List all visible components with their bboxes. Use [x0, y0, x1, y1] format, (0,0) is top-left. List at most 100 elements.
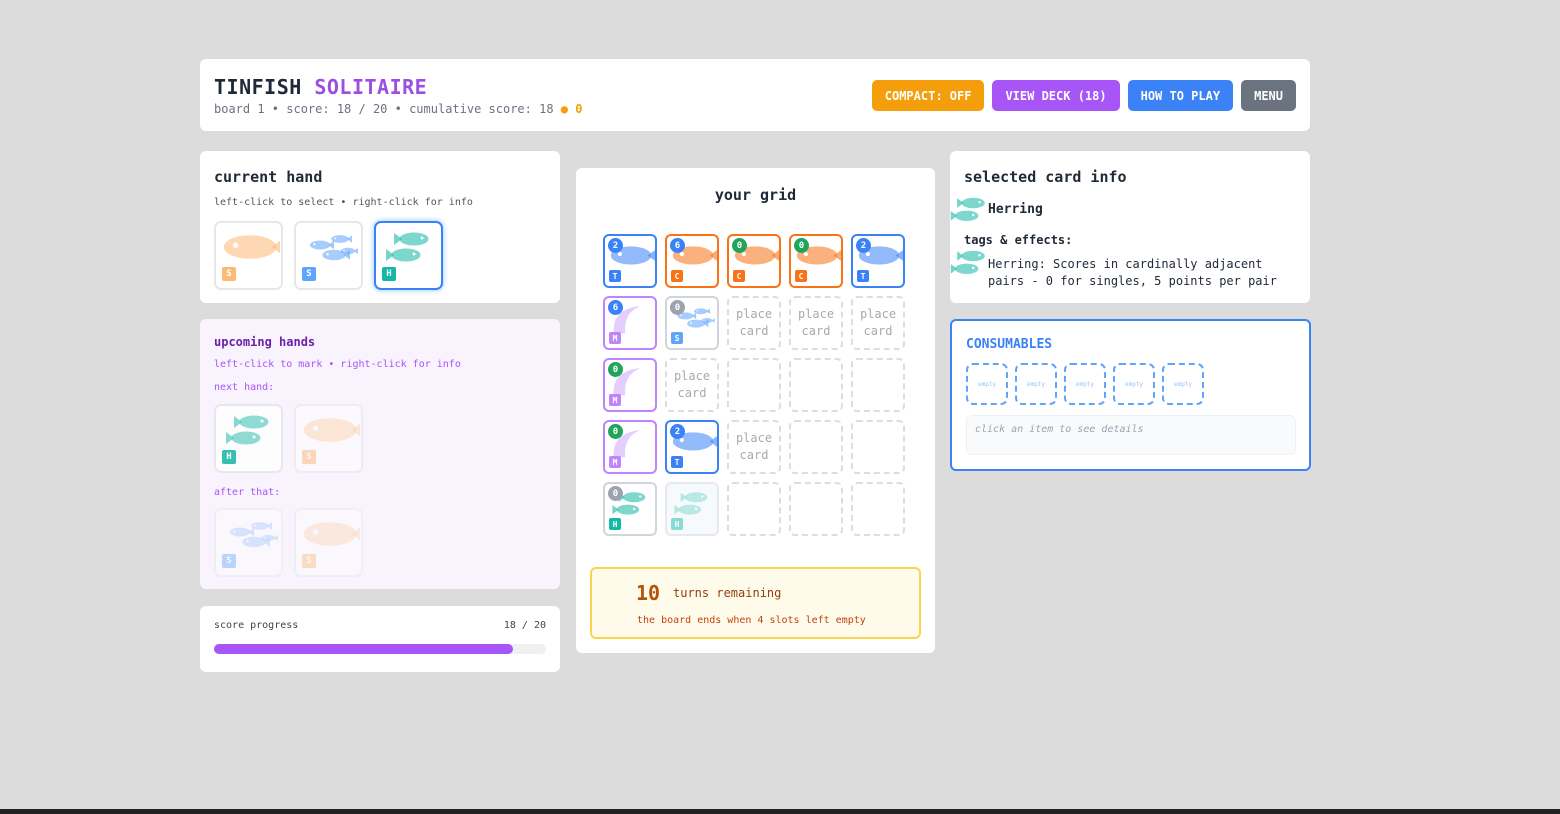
grid-cell-empty[interactable] [789, 358, 843, 412]
next-hand-card[interactable]: H [214, 404, 283, 473]
place-card-label: place card [797, 307, 835, 338]
card-tag: M [609, 394, 621, 406]
turns-note: the board ends when 4 slots left empty [637, 615, 866, 626]
score-badge: 6 [608, 300, 623, 315]
consumable-slot[interactable]: empty [1015, 363, 1057, 405]
grid-cell-empty[interactable]: place card [727, 420, 781, 474]
card-tag: S [302, 554, 316, 568]
header: TINFISH SOLITAIRE board 1 • score: 18 / … [200, 59, 1310, 131]
grid-cell-empty[interactable]: place card [727, 296, 781, 350]
card-art-icon [607, 302, 655, 336]
app-title: TINFISH SOLITAIRE [214, 75, 428, 99]
grid-cell-preview[interactable]: H [665, 482, 719, 536]
grid-cell-empty[interactable]: place card [665, 358, 719, 412]
tags-label: tags & effects: [964, 233, 1073, 247]
coin-icon: ● [560, 102, 569, 116]
herring-icon [220, 410, 280, 454]
herring-icon [380, 227, 440, 271]
next-hand-label: next hand: [214, 382, 275, 393]
next-hand-card[interactable]: S [294, 404, 366, 473]
after-hand-card[interactable]: S [294, 508, 366, 577]
after-that-label: after that: [214, 487, 281, 498]
panel-title: upcoming hands [214, 335, 316, 349]
score-badge: 6 [670, 238, 685, 253]
score-badge: 0 [608, 486, 623, 501]
grid-cell-empty[interactable] [851, 358, 905, 412]
turns-remaining-box: 10 turns remaining the board ends when 4… [590, 567, 921, 639]
score-badge: 0 [608, 362, 623, 377]
upcoming-hands-panel: upcoming hands left-click to mark • righ… [200, 319, 560, 589]
grid-cell-empty[interactable] [851, 420, 905, 474]
card-tag: S [302, 450, 316, 464]
turns-count: 10 [636, 581, 661, 605]
consumable-slot[interactable]: empty [966, 363, 1008, 405]
turns-label: turns remaining [673, 586, 782, 600]
upcoming-hint: left-click to mark • right-click for inf… [214, 359, 461, 370]
card-tag: H [222, 450, 236, 464]
score-badge: 0 [670, 300, 685, 315]
sardines-icon [300, 227, 360, 271]
card-tag: H [382, 267, 396, 281]
menu-button[interactable]: MENU [1241, 80, 1296, 111]
card-tag: S [671, 332, 683, 344]
card-tag: M [609, 332, 621, 344]
card-art-icon [669, 302, 717, 336]
grid-title: your grid [714, 186, 797, 204]
card-tag: S [302, 267, 316, 281]
hand-card[interactable]: H [374, 221, 443, 290]
grid-cell-empty[interactable] [727, 358, 781, 412]
compact-toggle-button[interactable]: COMPACT: OFF [871, 80, 985, 111]
consumable-slot[interactable]: empty [1162, 363, 1204, 405]
score-badge: 2 [608, 238, 623, 253]
progress-label: score progress [214, 620, 299, 631]
card-effect: Herring: Scores in cardinally adjacent p… [988, 257, 1277, 288]
score-badge: 0 [608, 424, 623, 439]
after-hand-card[interactable]: S [214, 508, 283, 577]
panel-title: selected card info [964, 168, 1127, 186]
sardines-icon [220, 514, 280, 558]
place-card-label: place card [673, 369, 711, 400]
consumable-slot[interactable]: empty [1064, 363, 1106, 405]
herring-icon [946, 191, 994, 231]
salmon-icon [300, 514, 366, 558]
score-badge: 0 [794, 238, 809, 253]
status-line: board 1 • score: 18 / 20 • cumulative sc… [214, 102, 583, 116]
card-tag: T [857, 270, 869, 282]
view-deck-button[interactable]: VIEW DECK (18) [992, 80, 1120, 111]
score-badge: 0 [732, 238, 747, 253]
card-tag: S [222, 267, 236, 281]
current-hand-panel: current hand left-click to select • righ… [200, 151, 560, 303]
consumable-details: click an item to see details [966, 415, 1296, 455]
grid-cell-empty[interactable]: place card [851, 296, 905, 350]
how-to-play-button[interactable]: HOW TO PLAY [1127, 80, 1234, 111]
hand-card[interactable]: S [214, 221, 286, 290]
card-tag: T [609, 270, 621, 282]
taskbar [0, 809, 1560, 814]
hand-hint: left-click to select • right-click for i… [214, 197, 473, 208]
grid-cell-empty[interactable] [851, 482, 905, 536]
consumable-slot[interactable]: empty [1113, 363, 1155, 405]
herring-icon [946, 244, 994, 284]
score-badge: 2 [856, 238, 871, 253]
panel-title: CONSUMABLES [966, 337, 1053, 352]
grid-cell-empty[interactable] [789, 420, 843, 474]
card-tag: C [733, 270, 745, 282]
grid-cell-empty[interactable] [727, 482, 781, 536]
grid-cell-empty[interactable]: place card [789, 296, 843, 350]
card-tag: H [609, 518, 621, 530]
panel-title: current hand [214, 168, 323, 186]
grid-cell-empty[interactable] [789, 482, 843, 536]
hand-card[interactable]: S [294, 221, 363, 290]
